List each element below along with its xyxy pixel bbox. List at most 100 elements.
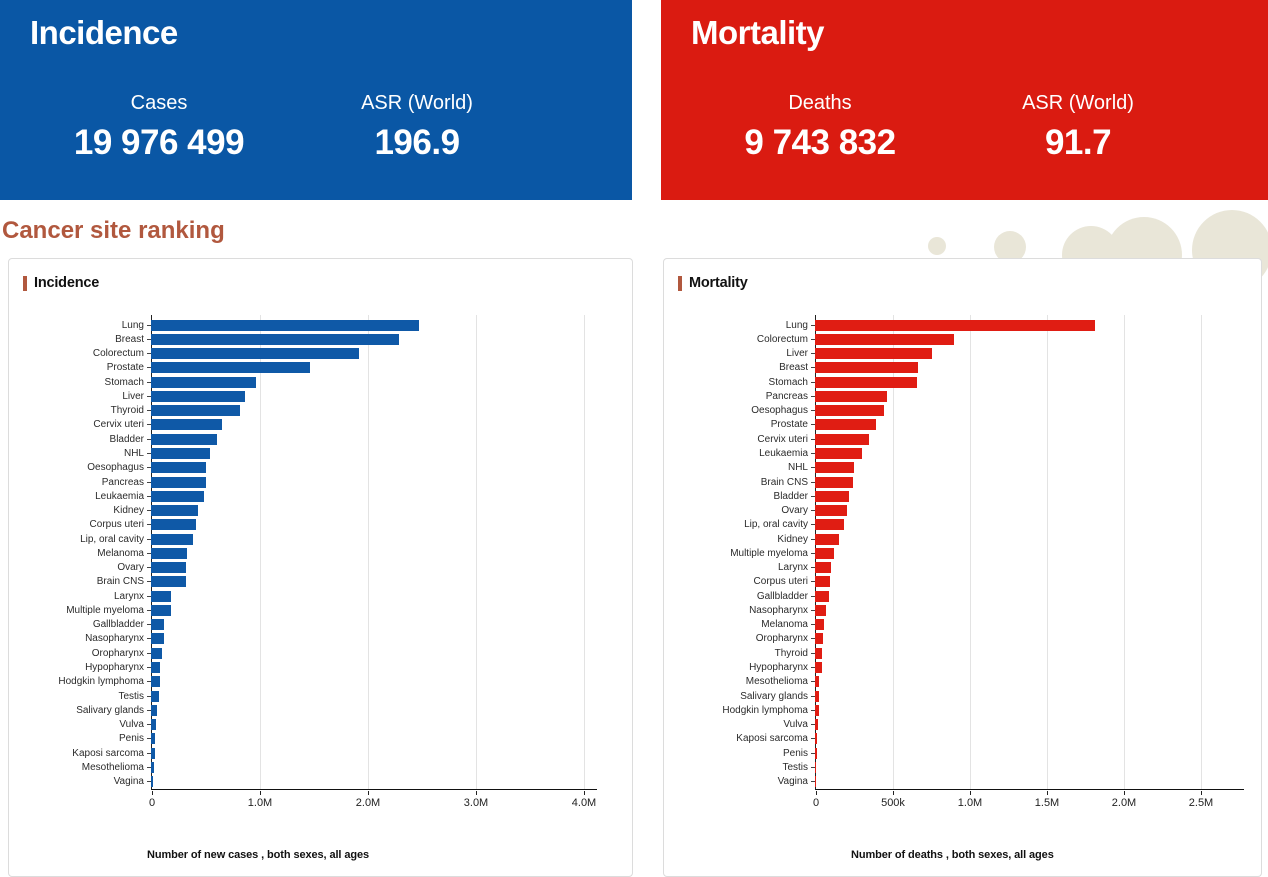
bar-penis[interactable] <box>151 733 156 745</box>
bar-mesothelioma[interactable] <box>151 761 155 773</box>
bar-colorectum[interactable] <box>815 333 955 345</box>
bar-track <box>815 432 1247 446</box>
chart-row: Bladder <box>23 432 618 446</box>
bar-bladder[interactable] <box>151 433 217 445</box>
bar-brain-cns[interactable] <box>151 576 186 588</box>
category-label: NHL <box>787 462 808 474</box>
bar-lung[interactable] <box>815 319 1096 331</box>
bar-lung[interactable] <box>151 319 419 331</box>
bar-vulva[interactable] <box>151 719 157 731</box>
bar-colorectum[interactable] <box>151 348 360 360</box>
bar-thyroid[interactable] <box>815 647 823 659</box>
bar-kaposi-sarcoma[interactable] <box>151 747 155 759</box>
bar-liver[interactable] <box>815 348 932 360</box>
bar-track <box>151 561 618 575</box>
bar-breast[interactable] <box>815 362 918 374</box>
bar-prostate[interactable] <box>815 419 877 431</box>
bar-prostate[interactable] <box>151 362 310 374</box>
bar-gallbladder[interactable] <box>151 619 165 631</box>
bar-nasopharynx[interactable] <box>151 633 164 645</box>
category-label: Multiple myeloma <box>730 547 808 559</box>
bar-nhl[interactable] <box>151 448 211 460</box>
bar-track <box>151 717 618 731</box>
bar-larynx[interactable] <box>151 590 172 602</box>
bar-pancreas[interactable] <box>815 390 887 402</box>
bar-track <box>815 361 1247 375</box>
bar-track <box>151 432 618 446</box>
y-axis-tick <box>147 766 151 768</box>
bar-kaposi-sarcoma[interactable] <box>815 733 818 745</box>
bar-nhl[interactable] <box>815 462 854 474</box>
bar-liver[interactable] <box>151 390 245 402</box>
y-axis-tick <box>811 338 815 340</box>
bar-track <box>815 503 1247 517</box>
y-axis-tick <box>811 738 815 740</box>
bar-track <box>815 461 1247 475</box>
bar-hypopharynx[interactable] <box>815 662 823 673</box>
bar-leukaemia[interactable] <box>151 490 204 502</box>
bar-corpus-uteri[interactable] <box>815 576 831 588</box>
bar-brain-cns[interactable] <box>815 476 854 488</box>
bar-stomach[interactable] <box>151 376 256 388</box>
bar-oesophagus[interactable] <box>151 462 207 474</box>
x-axis-tick <box>1046 790 1048 795</box>
bar-bladder[interactable] <box>815 490 849 502</box>
bar-vulva[interactable] <box>815 719 818 731</box>
chart-row: Cervix uteri <box>678 432 1247 446</box>
bar-kidney[interactable] <box>151 505 198 517</box>
y-axis-tick <box>147 595 151 597</box>
bar-corpus-uteri[interactable] <box>151 519 197 531</box>
bar-pancreas[interactable] <box>151 476 207 488</box>
bar-hodgkin-lymphoma[interactable] <box>151 676 160 688</box>
bar-kidney[interactable] <box>815 533 840 545</box>
bar-mesothelioma[interactable] <box>815 676 820 688</box>
bar-oropharynx[interactable] <box>815 633 823 645</box>
category-label: Oesophagus <box>87 462 144 474</box>
y-axis-tick <box>811 667 815 668</box>
bar-track <box>151 418 618 432</box>
bar-nasopharynx[interactable] <box>815 604 827 616</box>
bar-melanoma[interactable] <box>815 619 825 631</box>
chart-row: Penis <box>678 746 1247 760</box>
bar-larynx[interactable] <box>815 562 831 574</box>
bar-track <box>151 703 618 717</box>
mortality-asr-label: ASR (World) <box>1022 92 1134 114</box>
bar-hypopharynx[interactable] <box>151 662 161 673</box>
bar-multiple-myeloma[interactable] <box>815 547 834 559</box>
bar-vagina[interactable] <box>815 776 817 788</box>
bar-leukaemia[interactable] <box>815 448 862 460</box>
bar-penis[interactable] <box>815 747 817 759</box>
bar-oesophagus[interactable] <box>815 405 884 417</box>
bar-track <box>815 717 1247 731</box>
bar-thyroid[interactable] <box>151 405 240 417</box>
bar-hodgkin-lymphoma[interactable] <box>815 704 819 716</box>
bar-breast[interactable] <box>151 333 400 345</box>
bar-stomach[interactable] <box>815 376 917 388</box>
incidence-bar-chart: 0 1.0M 2.0M 3.0M 4.0M Lung Breast Colorectum Pro… <box>23 315 618 809</box>
bar-vagina[interactable] <box>151 776 154 788</box>
bar-gallbladder[interactable] <box>815 590 829 602</box>
category-label: Mesothelioma <box>745 676 808 688</box>
chart-row: Vagina <box>678 775 1247 789</box>
bar-ovary[interactable] <box>815 505 847 517</box>
decorative-blob <box>928 237 946 255</box>
bar-oropharynx[interactable] <box>151 647 163 659</box>
category-label: Ovary <box>781 505 808 517</box>
category-label: Bladder <box>773 490 808 502</box>
bar-cervix-uteri[interactable] <box>151 419 223 431</box>
bar-salivary-glands[interactable] <box>815 690 819 702</box>
bar-multiple-myeloma[interactable] <box>151 604 172 616</box>
bar-ovary[interactable] <box>151 562 187 574</box>
chart-row: Hodgkin lymphoma <box>678 703 1247 717</box>
y-axis-tick <box>147 567 151 569</box>
y-axis-tick <box>811 424 815 426</box>
bar-lip-oral-cavity[interactable] <box>151 533 194 545</box>
x-axis-tick-label: 4.0M <box>571 797 597 809</box>
bar-lip-oral-cavity[interactable] <box>815 519 844 531</box>
bar-salivary-glands[interactable] <box>151 704 157 716</box>
bar-testis[interactable] <box>151 690 159 702</box>
bar-cervix-uteri[interactable] <box>815 433 869 445</box>
bar-testis[interactable] <box>815 761 817 773</box>
x-axis-tick-label: 1.0M <box>247 797 273 809</box>
bar-melanoma[interactable] <box>151 547 187 559</box>
